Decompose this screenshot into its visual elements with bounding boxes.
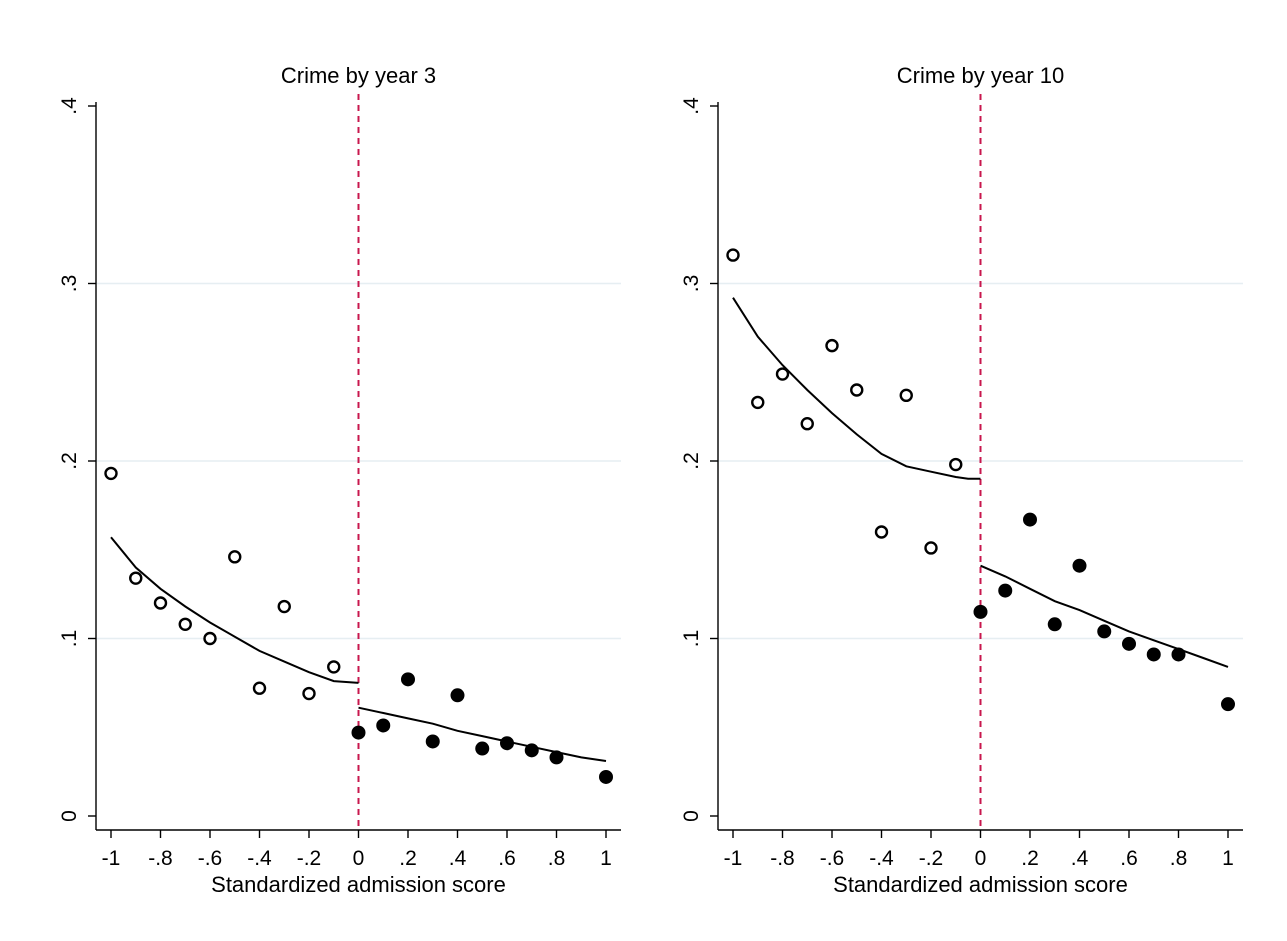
y-tick-label: .2 <box>58 452 81 470</box>
chart-title: Crime by year 3 <box>281 63 436 88</box>
x-tick-label: .4 <box>1071 847 1089 870</box>
x-tick-label: .6 <box>498 847 516 870</box>
x-axis-label: Standardized admission score <box>833 872 1128 897</box>
y-tick-label: 0 <box>58 810 81 822</box>
data-point-hollow <box>104 466 118 481</box>
panel-crime-year-10: Crime by year 10 Standardized admission … <box>680 63 1243 897</box>
data-point-hollow <box>825 338 839 353</box>
data-point-filled <box>1097 624 1112 639</box>
data-point-filled <box>425 734 440 749</box>
fit-line <box>732 297 981 480</box>
x-tick-label: -.8 <box>770 847 795 870</box>
data-point-hollow <box>800 417 814 431</box>
data-point-hollow <box>327 660 341 674</box>
data-point-filled <box>401 672 415 687</box>
data-point-hollow <box>751 395 765 410</box>
y-tick-label: .4 <box>680 97 703 115</box>
fit-line <box>110 536 359 684</box>
data-point-filled <box>1023 512 1037 527</box>
data-point-hollow <box>726 248 740 262</box>
data-point-hollow <box>178 617 192 631</box>
data-point-filled <box>1146 647 1161 662</box>
data-point-hollow <box>228 550 242 564</box>
data-point-hollow <box>277 599 291 614</box>
x-tick-label: -.2 <box>297 847 322 870</box>
x-tick-label: -.8 <box>148 847 173 870</box>
data-point-filled <box>351 725 366 740</box>
x-tick-label: -.4 <box>869 847 894 870</box>
data-point-hollow <box>153 596 168 610</box>
fit-line <box>358 706 607 762</box>
x-tick-label: -.6 <box>198 847 223 870</box>
data-point-filled <box>1122 636 1136 651</box>
x-tick-label: .8 <box>548 847 566 870</box>
data-point-hollow <box>949 457 963 472</box>
data-point-filled <box>549 750 564 765</box>
x-tick-label: 1 <box>600 847 612 870</box>
data-point-filled <box>973 604 988 619</box>
x-tick-label: .8 <box>1170 847 1188 870</box>
y-tick-label: .1 <box>58 630 81 648</box>
y-tick-label: .3 <box>58 275 81 293</box>
x-tick-label: 0 <box>975 847 987 870</box>
y-tick-label: 0 <box>680 810 703 822</box>
fit-line <box>980 564 1229 668</box>
data-point-hollow <box>874 525 889 539</box>
data-point-hollow <box>850 383 864 397</box>
data-point-filled <box>376 718 391 733</box>
data-point-hollow <box>775 367 790 381</box>
data-point-hollow <box>924 541 938 555</box>
x-tick-label: -1 <box>724 847 743 870</box>
data-point-hollow <box>302 686 316 701</box>
data-point-filled <box>524 743 539 758</box>
data-point-filled <box>1072 558 1087 573</box>
data-point-filled <box>1221 697 1235 712</box>
x-tick-label: 0 <box>353 847 365 870</box>
x-tick-label: .2 <box>399 847 417 870</box>
x-tick-label: 1 <box>1222 847 1234 870</box>
x-tick-label: -.2 <box>919 847 944 870</box>
data-point-hollow <box>252 681 267 695</box>
data-point-filled <box>599 769 613 784</box>
data-point-filled <box>500 736 514 751</box>
data-point-filled <box>1047 617 1062 632</box>
x-tick-label: -.6 <box>820 847 845 870</box>
data-point-filled <box>998 583 1013 598</box>
data-point-filled <box>475 741 490 756</box>
x-tick-label: .4 <box>449 847 467 870</box>
y-tick-label: .1 <box>680 630 703 648</box>
data-point-filled <box>1171 647 1186 662</box>
data-point-hollow <box>899 388 913 403</box>
x-tick-label: -.4 <box>247 847 272 870</box>
x-tick-label: .6 <box>1120 847 1138 870</box>
y-tick-label: .2 <box>680 452 703 470</box>
data-point-filled <box>450 688 465 703</box>
y-tick-label: .4 <box>58 97 81 115</box>
x-tick-label: .2 <box>1021 847 1039 870</box>
panel-crime-year-3: Crime by year 3 Standardized admission s… <box>58 63 621 897</box>
data-point-hollow <box>129 571 143 585</box>
y-tick-label: .3 <box>680 275 703 293</box>
x-tick-label: -1 <box>102 847 121 870</box>
data-point-hollow <box>203 631 217 646</box>
chart-title: Crime by year 10 <box>897 63 1065 88</box>
x-axis-label: Standardized admission score <box>211 872 506 897</box>
